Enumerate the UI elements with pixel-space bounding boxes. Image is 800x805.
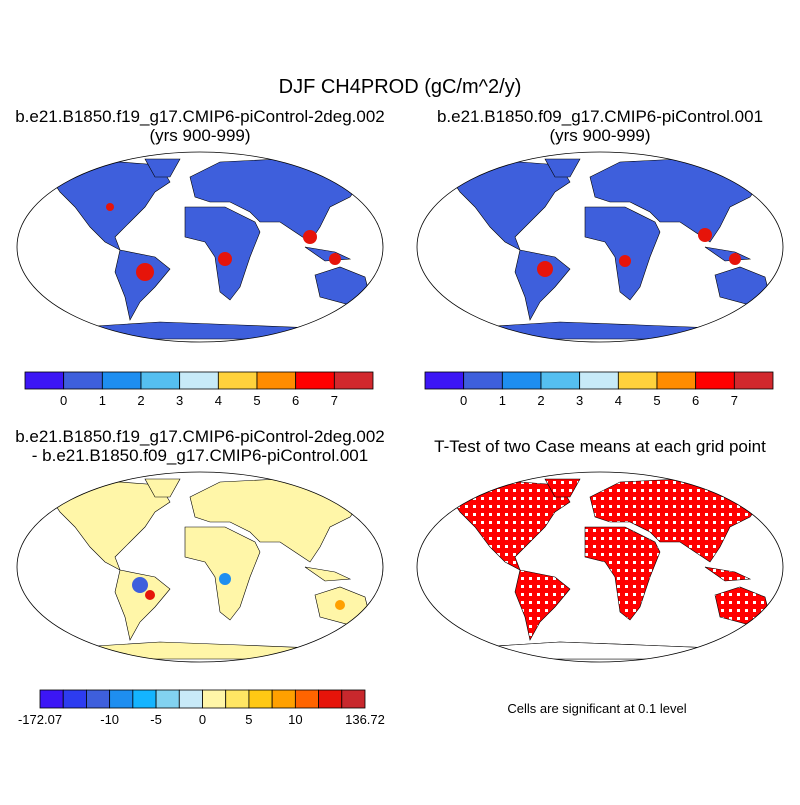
colorbar-box xyxy=(39,689,64,709)
map xyxy=(39,158,371,340)
colorbar-box xyxy=(202,689,227,709)
colorbar-box xyxy=(101,371,142,390)
colorbar-label: 10 xyxy=(288,712,302,727)
colorbar-label: 5 xyxy=(245,712,252,727)
colorbar-box xyxy=(217,371,258,390)
colorbar-box xyxy=(179,371,219,390)
colorbar-box xyxy=(86,689,111,709)
panel-title: (yrs 900-999) xyxy=(149,126,250,145)
panel-title: - b.e21.B1850.f09_g17.CMIP6-piControl.00… xyxy=(32,446,368,465)
colorbar-label: 3 xyxy=(176,393,183,408)
colorbar-label: 0 xyxy=(60,393,67,408)
colorbar-box xyxy=(132,689,157,709)
colorbar-box xyxy=(540,371,581,390)
colorbar-box xyxy=(271,689,296,709)
colorbar-box xyxy=(295,371,335,390)
colorbar-label: 2 xyxy=(137,393,144,408)
map xyxy=(439,478,771,660)
colorbar-box xyxy=(579,371,619,390)
panel-title: b.e21.B1850.f19_g17.CMIP6-piControl-2deg… xyxy=(15,107,385,126)
figure-title: DJF CH4PROD (gC/m^2/y) xyxy=(279,76,522,98)
colorbar-label: 2 xyxy=(537,393,544,408)
colorbar-label: 6 xyxy=(692,393,699,408)
colorbar-box xyxy=(63,371,103,390)
panel-title: (yrs 900-999) xyxy=(549,126,650,145)
colorbar-box xyxy=(178,689,203,709)
colorbar-box xyxy=(695,371,735,390)
colorbar-box xyxy=(463,371,503,390)
colorbar-box xyxy=(333,371,374,390)
panel-title: b.e21.B1850.f19_g17.CMIP6-piControl-2deg… xyxy=(15,427,385,446)
colorbar-box xyxy=(294,689,319,709)
colorbar-box xyxy=(155,689,180,709)
colorbar-label: 0 xyxy=(460,393,467,408)
colorbar-box xyxy=(62,689,87,709)
colorbar-box xyxy=(24,371,65,390)
colorbar-box xyxy=(617,371,658,390)
colorbar-label: 1 xyxy=(499,393,506,408)
colorbar-box xyxy=(225,689,250,709)
colorbar-label: 4 xyxy=(215,393,222,408)
panel-title: b.e21.B1850.f09_g17.CMIP6-piControl.001 xyxy=(437,107,763,126)
colorbar-box xyxy=(341,689,366,709)
colorbar-label: 5 xyxy=(653,393,660,408)
colorbar-box xyxy=(256,371,297,390)
colorbar-label: 7 xyxy=(731,393,738,408)
colorbar-box xyxy=(656,371,697,390)
colorbar-box xyxy=(140,371,181,390)
panel-title: T-Test of two Case means at each grid po… xyxy=(434,437,766,456)
colorbar-label: 0 xyxy=(199,712,206,727)
colorbar-label: 6 xyxy=(292,393,299,408)
colorbar-box xyxy=(318,689,343,709)
colorbar-label: 1 xyxy=(99,393,106,408)
colorbar-label: 4 xyxy=(615,393,622,408)
colorbar-box xyxy=(733,371,774,390)
colorbar-box xyxy=(424,371,465,390)
colorbar-box xyxy=(109,689,134,709)
colorbar-box xyxy=(501,371,542,390)
map xyxy=(39,478,371,660)
colorbar-label: 5 xyxy=(253,393,260,408)
colorbar-label: -10 xyxy=(100,712,119,727)
colorbar-label: -172.07 xyxy=(18,712,62,727)
colorbar-label: 7 xyxy=(331,393,338,408)
map xyxy=(439,158,771,340)
colorbar-label: -5 xyxy=(150,712,162,727)
colorbar-label: 136.72 xyxy=(345,712,385,727)
colorbar-label: 3 xyxy=(576,393,583,408)
colorbar-box xyxy=(248,689,273,709)
note: Cells are significant at 0.1 level xyxy=(507,701,686,716)
